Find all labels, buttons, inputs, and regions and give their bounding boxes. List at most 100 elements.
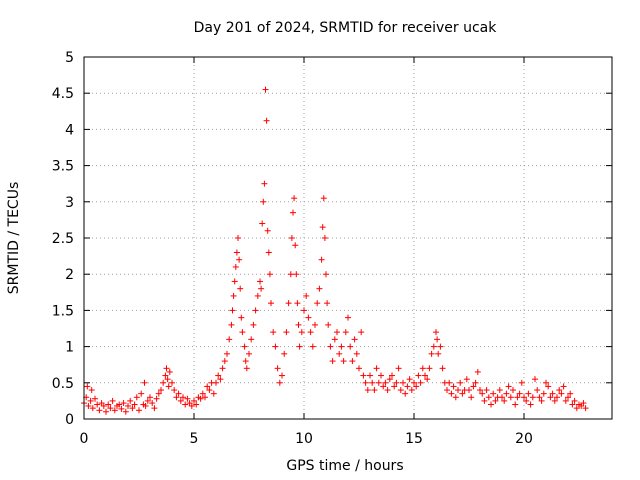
data-point [254,292,261,299]
data-point [571,397,578,404]
data-point [516,390,523,397]
x-axis-label: GPS time / hours [286,458,403,474]
data-point [272,343,279,350]
data-point [141,379,148,386]
data-point [514,394,521,401]
data-point [105,401,112,408]
data-point [295,321,302,328]
data-point [288,235,295,241]
data-point [479,390,486,397]
data-point [281,350,288,357]
data-point [492,397,499,404]
data-point [549,390,556,397]
data-point [336,350,343,357]
data-point [188,402,195,409]
data-point [389,372,395,379]
data-point [356,365,362,372]
data-point [237,285,244,292]
data-point [103,408,109,415]
data-point [437,343,444,350]
data-point [262,86,269,93]
data-point [243,365,250,372]
data-point [165,383,172,390]
data-point [307,329,314,336]
data-point [347,343,354,350]
data-point [226,336,233,343]
data-point [485,394,492,401]
data-point [160,379,167,386]
data-point [92,395,98,402]
data-point [213,379,219,386]
data-point [543,379,549,386]
data-point [422,372,428,379]
data-point [523,397,530,404]
data-point [283,329,290,336]
data-point [364,387,371,394]
data-point [430,343,437,350]
data-point [149,400,156,407]
data-point [457,379,464,386]
data-point [241,343,248,350]
x-tick-label: 20 [515,431,533,447]
data-point [472,379,479,386]
chart-title: Day 201 of 2024, SRMTID for receiver uca… [194,20,498,36]
data-point [448,390,455,397]
data-point [444,387,450,394]
data-point [411,379,417,386]
data-point [534,387,541,394]
data-point [233,249,240,256]
data-point [100,402,107,409]
data-point [248,336,255,343]
data-point [507,394,514,401]
data-point [122,408,129,415]
data-point [426,365,433,372]
data-point [219,365,226,372]
data-point [206,387,213,394]
data-point [109,397,116,404]
x-tick-label: 0 [80,431,89,447]
data-point [569,401,576,408]
data-point [111,407,118,414]
data-point [294,300,301,307]
data-point [558,390,565,397]
data-point [499,394,505,401]
y-tick-label: 0.5 [52,376,74,392]
data-point [136,407,142,414]
data-point [199,390,206,397]
data-point [265,249,272,256]
data-point [215,372,222,379]
data-point [301,307,307,314]
data-point [527,401,534,408]
data-point [129,405,136,412]
data-point [169,379,175,386]
data-point [325,321,332,328]
data-point [229,307,236,314]
data-point [391,383,398,390]
data-point [257,278,263,285]
data-point [503,390,510,397]
y-tick-label: 1 [65,340,74,356]
data-point [334,329,340,336]
data-point [127,397,134,404]
data-point [155,390,162,397]
data-point [435,350,442,357]
data-point [175,390,182,397]
x-tick-label: 5 [190,431,199,447]
data-point [184,395,191,402]
data-point [406,376,413,383]
data-point [545,383,552,390]
data-point [120,400,127,407]
data-point [263,117,270,124]
data-point [85,402,92,409]
data-point [210,390,217,397]
data-point [439,365,446,372]
data-point [375,379,382,386]
data-point [329,358,336,365]
data-point [96,407,103,414]
data-point [540,390,547,397]
data-point [452,394,459,401]
data-point [367,372,373,379]
data-point [94,401,101,408]
data-point [162,372,169,379]
